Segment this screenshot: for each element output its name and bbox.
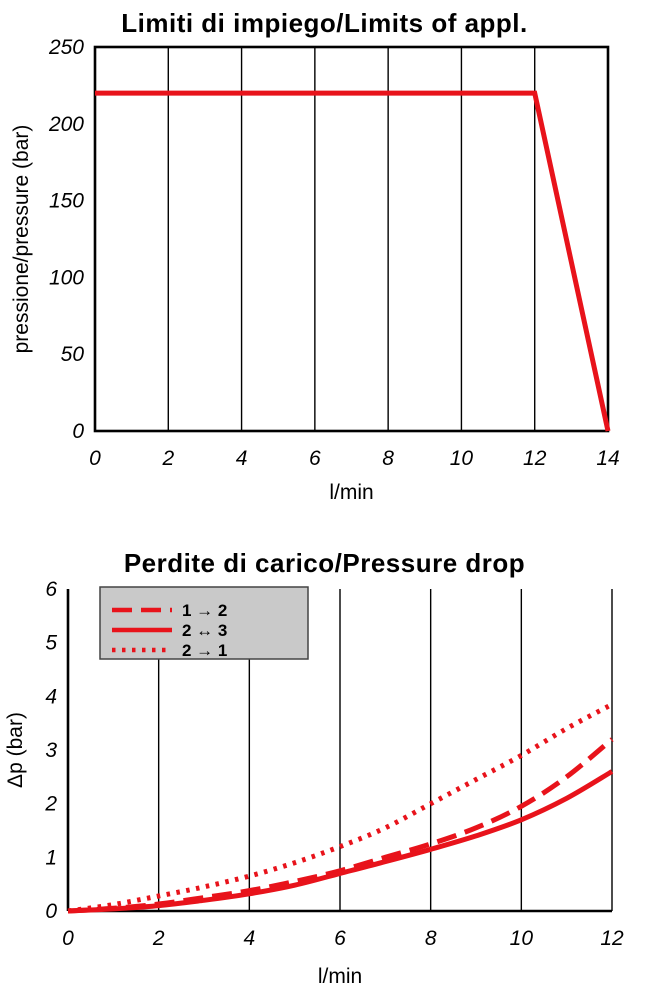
svg-text:14: 14 (596, 447, 619, 470)
svg-text:pressione/pressure (bar): pressione/pressure (bar) (10, 125, 33, 354)
svg-text:4: 4 (45, 685, 57, 708)
svg-text:10: 10 (510, 927, 534, 950)
svg-text:0: 0 (89, 447, 101, 470)
pressure-drop-chart-title: Perdite di carico/Pressure drop (123, 548, 526, 578)
svg-text:2: 2 (44, 793, 57, 816)
svg-text:3: 3 (45, 739, 57, 762)
svg-text:2: 2 (161, 447, 174, 470)
svg-text:8: 8 (425, 927, 437, 950)
svg-text:l/min: l/min (318, 965, 362, 988)
svg-text:250: 250 (48, 39, 84, 59)
svg-text:8: 8 (382, 447, 394, 470)
svg-text:0: 0 (45, 900, 57, 923)
svg-text:Δp (bar): Δp (bar) (4, 712, 27, 788)
svg-text:2 ↔ 3: 2 ↔ 3 (182, 621, 227, 640)
svg-text:4: 4 (243, 927, 255, 950)
svg-text:4: 4 (236, 447, 248, 470)
svg-text:12: 12 (600, 927, 624, 950)
svg-text:0: 0 (62, 927, 74, 950)
svg-text:50: 50 (61, 343, 85, 366)
svg-text:10: 10 (450, 447, 474, 470)
svg-text:6: 6 (334, 927, 346, 950)
svg-text:6: 6 (309, 447, 321, 470)
svg-text:l/min: l/min (329, 481, 373, 504)
svg-text:100: 100 (49, 266, 84, 289)
svg-text:12: 12 (523, 447, 547, 470)
limits-chart-canvas: 0 50 100 150 200 250 0 2 4 6 8 10 12 14 l/min pressione… (10, 39, 620, 504)
limits-chart-title: Limiti di impiego/Limits of appl. (121, 8, 528, 38)
svg-text:5: 5 (45, 632, 57, 655)
svg-text:2 → 1: 2 → 1 (182, 641, 227, 660)
svg-text:1: 1 (45, 846, 57, 869)
svg-text:150: 150 (49, 190, 84, 213)
limits-chart: Limiti di impiego/Limits of appl. 0 50 100… (10, 8, 620, 504)
svg-text:0: 0 (72, 420, 84, 443)
svg-text:6: 6 (45, 579, 57, 601)
svg-text:200: 200 (48, 113, 84, 136)
svg-text:2: 2 (152, 927, 165, 950)
svg-text:1 → 2: 1 → 2 (182, 601, 227, 620)
